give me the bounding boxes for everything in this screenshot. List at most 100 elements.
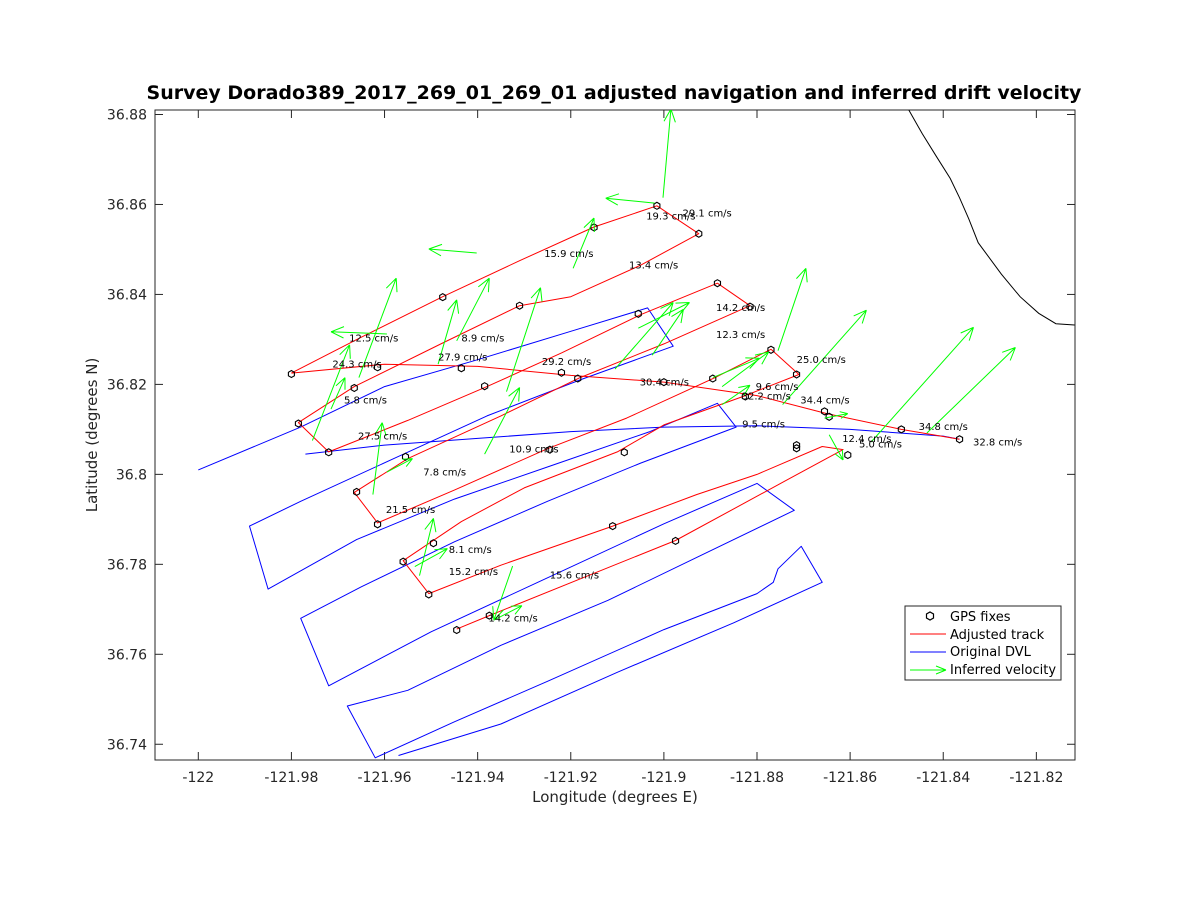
velocity-arrow (330, 377, 346, 410)
velocity-arrow (638, 302, 690, 329)
velocity-arrow (777, 267, 808, 351)
velocity-label: 14.2 cm/s (716, 303, 765, 314)
gps-fix-marker (671, 536, 680, 546)
gps-fix-marker (955, 435, 964, 444)
velocity-label: 13.4 cm/s (629, 260, 678, 271)
gps-fix-marker (574, 374, 582, 383)
x-tick-label: -121.82 (1009, 770, 1063, 786)
velocity-arrow (721, 384, 751, 406)
gps-fix-marker (401, 452, 410, 461)
legend-label-inferred-velocity: Inferred velocity (950, 663, 1056, 678)
velocity-label: 12.5 cm/s (349, 334, 398, 345)
x-tick-label: -121.86 (823, 770, 877, 786)
y-tick-label: 36.76 (107, 647, 147, 663)
velocity-arrow (721, 351, 770, 388)
velocity-label: 12.3 cm/s (716, 330, 765, 341)
velocity-arrow (572, 217, 595, 269)
velocity-arrow (605, 193, 655, 206)
gps-fix-marker (515, 301, 524, 310)
gps-fix-marker (353, 487, 361, 497)
velocity-label: 15.2 cm/s (449, 567, 498, 578)
velocity-arrow (506, 287, 543, 392)
x-axis-label: Longitude (degrees E) (532, 788, 698, 806)
velocity-label: 29.2 cm/s (542, 357, 591, 368)
x-axis: -122 -121.98 -121.96 -121.94 -121.92 -121.9 -1… (182, 110, 1063, 786)
y-tick-label: 36.8 (116, 467, 147, 483)
gps-fix-marker (695, 229, 703, 238)
gps-fix-marker (425, 590, 433, 599)
x-tick-label: -121.84 (916, 770, 970, 786)
plot-layers: 19.3 cm/s29.1 cm/s 13.4 cm/s 15.9 cm/s 12.5… (198, 110, 1075, 759)
velocity-label: 29.1 cm/s (683, 209, 732, 220)
velocity-label: 21.5 cm/s (386, 505, 435, 516)
velocity-label: 34.4 cm/s (800, 396, 849, 407)
velocity-arrow (456, 277, 490, 342)
gps-fix-marker (660, 377, 668, 387)
velocity-label: 5.8 cm/s (344, 396, 387, 407)
velocity-label: 25.0 cm/s (797, 355, 846, 366)
gps-fix-marker (287, 369, 295, 379)
legend: GPS fixes Adjusted track Original DVL In… (904, 605, 1062, 681)
velocity-label: 9.6 cm/s (756, 382, 799, 393)
x-tick-label: -121.96 (358, 770, 412, 786)
velocity-label: 19.3 cm/s (646, 211, 695, 222)
y-tick-label: 36.84 (107, 287, 147, 303)
velocity-label: 15.9 cm/s (544, 249, 593, 260)
velocity-arrow (358, 277, 398, 378)
y-tick-label: 36.74 (107, 737, 147, 753)
y-axis: 36.74 36.76 36.78 36.8 36.82 36.84 36.86 36.88 (107, 107, 1075, 753)
velocity-arrow (492, 565, 514, 621)
adjusted-track-line (291, 363, 960, 440)
x-tick-label: -122 (182, 770, 214, 786)
velocity-label: 9.5 cm/s (742, 420, 785, 431)
coastline (908, 110, 1075, 326)
y-tick-label: 36.88 (107, 107, 147, 123)
gps-fix-marker (792, 444, 801, 453)
gps-fix-marker (453, 625, 461, 635)
legend-label-original-dvl: Original DVL (950, 645, 1032, 660)
original-dvl-line (305, 425, 960, 455)
velocity-arrow (330, 326, 387, 339)
gps-fix-marker (399, 557, 407, 566)
gps-fix-marker (844, 450, 852, 460)
gps-fix-marker (741, 392, 749, 401)
gps-fix-marker (294, 419, 302, 428)
velocity-label: 14.2 cm/s (488, 614, 537, 625)
gps-fix-marker (653, 201, 661, 210)
velocity-label: 34.8 cm/s (919, 422, 968, 433)
gps-fix-marker (634, 309, 642, 318)
velocity-label: 32.8 cm/s (973, 438, 1022, 449)
legend-label-adjusted-track: Adjusted track (950, 628, 1045, 643)
hexagon-marker-icon (925, 611, 935, 621)
y-axis-label: Latitude (degrees N) (83, 358, 101, 513)
plot-content: 19.3 cm/s29.1 cm/s 13.4 cm/s 15.9 cm/s 12.5… (198, 110, 1075, 759)
gps-fix-marker (713, 279, 722, 288)
velocity-arrow (926, 347, 1016, 434)
gps-fix-marker (373, 520, 382, 529)
gps-fix-marker (485, 611, 493, 620)
velocity-label: 30.4 cm/s (640, 377, 689, 388)
gps-fix-marker (373, 363, 382, 372)
legend-item-original-dvl: Original DVL (910, 645, 1032, 660)
chart-title: Survey Dorado389_2017_269_01_269_01 adju… (147, 82, 1083, 104)
gps-fix-marker (620, 448, 628, 457)
y-tick-label: 36.82 (107, 377, 147, 393)
velocity-label: 10.9 cm/s (509, 444, 558, 455)
gps-fix-marker (481, 382, 489, 391)
legend-box (904, 605, 1062, 681)
gps-fix-marker (746, 302, 754, 311)
gps-fix-marker (792, 440, 801, 450)
velocity-arrow (428, 243, 477, 257)
legend-item-gps-fixes: GPS fixes (925, 610, 1011, 625)
x-tick-label: -121.94 (451, 770, 505, 786)
gps-fix-marker (325, 448, 333, 457)
velocity-arrow (870, 326, 974, 443)
gps-fix-marker (609, 521, 617, 531)
gps-fix-marker (557, 368, 566, 377)
velocity-label: 27.9 cm/s (438, 353, 487, 364)
gps-fix-marker (767, 345, 775, 354)
velocity-label: 24.3 cm/s (332, 359, 381, 370)
gps-fix-marker (439, 292, 447, 302)
velocity-label: 8.1 cm/s (449, 545, 492, 556)
